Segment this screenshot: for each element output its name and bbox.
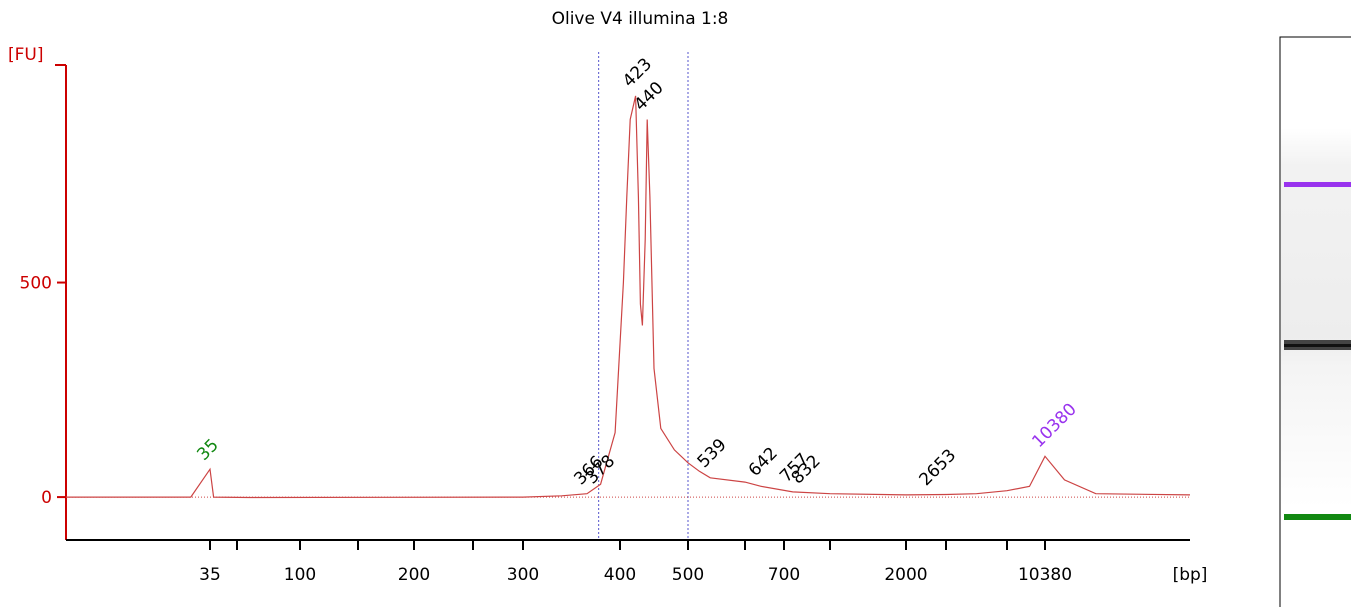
chart-title: Olive V4 illumina 1:8 (552, 9, 729, 29)
x-tick-label: 35 (199, 565, 221, 585)
gel-lane (1279, 36, 1351, 611)
peak-label: 10380 (1028, 399, 1080, 451)
x-axis-label: [bp] (1173, 565, 1208, 585)
x-tick-label: 400 (604, 565, 636, 585)
x-tick-label: 100 (284, 565, 316, 585)
peak-label: 539 (694, 435, 731, 472)
x-tick-label: 10380 (1018, 565, 1072, 585)
y-axis-label: [FU] (8, 45, 44, 65)
x-tick-label: 500 (672, 565, 704, 585)
x-tick-label: 300 (507, 565, 539, 585)
peak-label: 2653 (916, 445, 961, 490)
y-tick-label: 500 (20, 274, 52, 294)
trace (66, 95, 1191, 499)
y-tick-label: 0 (41, 488, 52, 508)
x-tick-label: 200 (398, 565, 430, 585)
peak-label: 35 (193, 435, 222, 464)
x-tick-label: 2000 (884, 565, 927, 585)
x-tick-label: 700 (768, 565, 800, 585)
peak-label: 642 (745, 444, 782, 481)
